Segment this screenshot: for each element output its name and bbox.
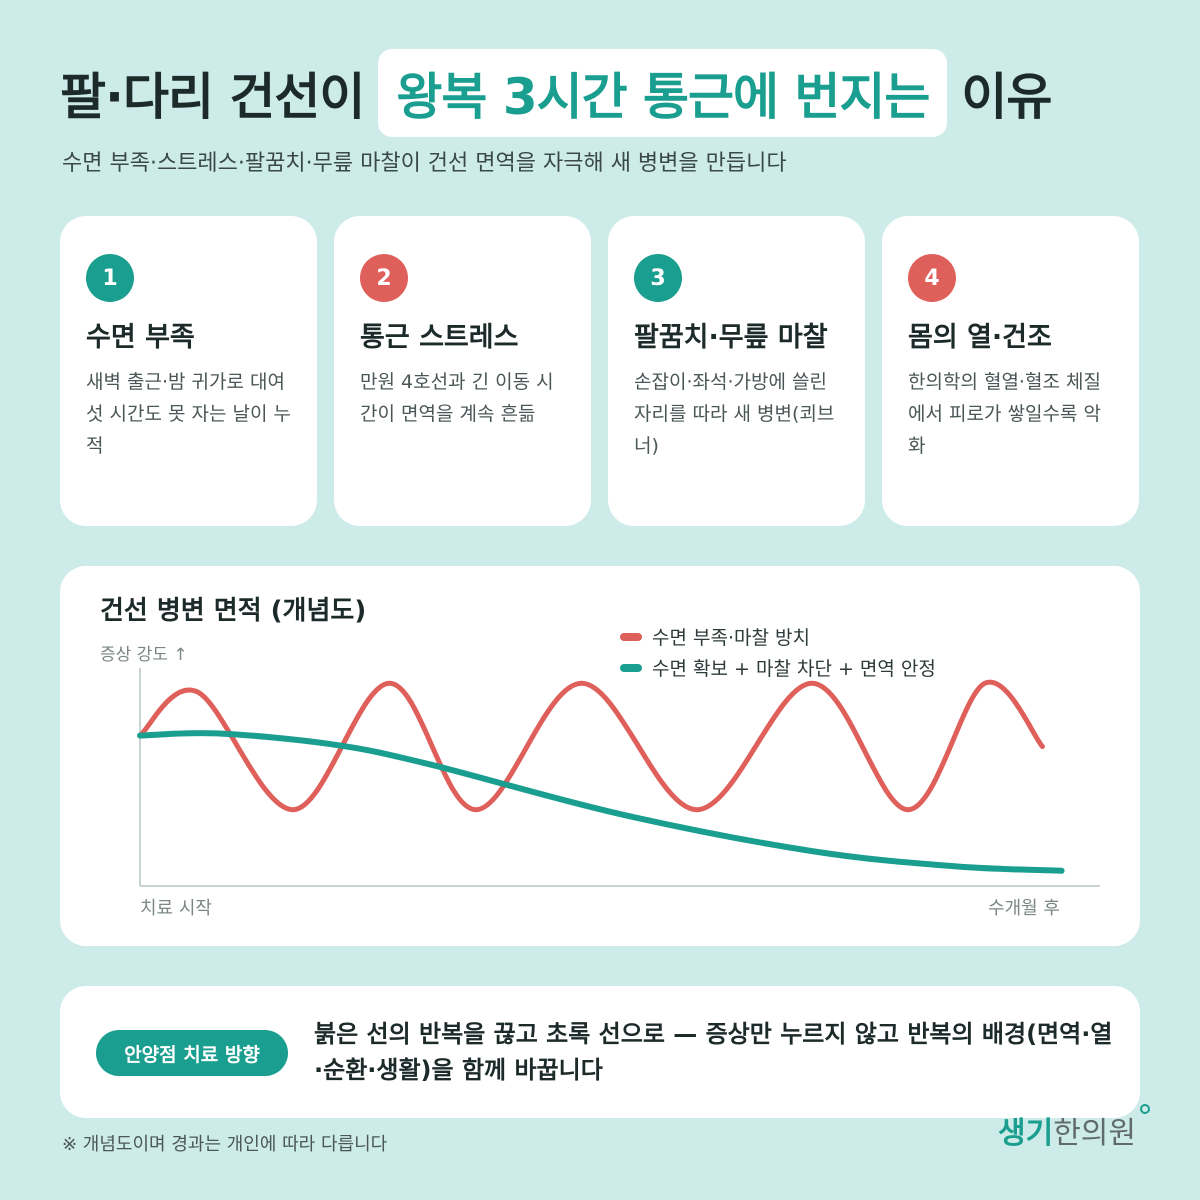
- card-number-badge: 2: [360, 254, 408, 302]
- legend-label-managed: 수면 확보 + 마찰 차단 + 면역 안정: [652, 658, 936, 680]
- title-highlight: 왕복 3시간 통근에 번지는: [378, 49, 948, 137]
- legend-label-neglect: 수면 부족·마찰 방치: [652, 627, 810, 649]
- logo-text-secondary: 한의원: [1053, 1116, 1137, 1151]
- series-line-managed: [137, 730, 1065, 874]
- card-description: 새벽 출근·밤 귀가로 대여섯 시간도 못 자는 날이 누적: [86, 371, 291, 457]
- legend: 수면 부족·마찰 방치 수면 확보 + 마찰 차단 + 면역 안정: [620, 627, 936, 680]
- footnote: ※ 개념도이며 경과는 개인에 따라 다릅니다: [62, 1134, 388, 1155]
- logo-text-primary: 생기: [998, 1116, 1054, 1151]
- page-subtitle: 수면 부족·스트레스·팔꿈치·무릎 마찰이 건선 면역을 자극해 새 병변을 만…: [62, 151, 787, 176]
- series-line-neglect: [137, 679, 1045, 813]
- card-number-badge: 4: [908, 254, 956, 302]
- cause-card-3: 3 팔꿈치·무릎 마찰 손잡이·좌석·가방에 쓸린 자리를 따라 새 병변(쾨브…: [608, 216, 865, 526]
- logo-dot-icon: [1140, 1104, 1151, 1114]
- cause-card-4: 4 몸의 열·건조 한의학의 혈열·혈조 체질에서 피로가 쌓일수록 악화: [882, 216, 1139, 526]
- treatment-summary-text: 붉은 선의 반복을 끊고 초록 선으로 — 증상만 누르지 않고 반복의 배경(…: [314, 1020, 1113, 1084]
- card-title: 팔꿈치·무릎 마찰: [634, 322, 828, 353]
- card-description: 손잡이·좌석·가방에 쓸린 자리를 따라 새 병변(쾨브너): [634, 371, 835, 457]
- cause-card-1: 1 수면 부족 새벽 출근·밤 귀가로 대여섯 시간도 못 자는 날이 누적: [60, 216, 317, 526]
- x-axis-start-label: 치료 시작: [140, 898, 212, 919]
- y-axis-label: 증상 강도 ↑: [100, 645, 188, 665]
- card-title: 수면 부족: [86, 322, 195, 353]
- title-text-after: 이유: [961, 68, 1052, 126]
- card-title: 몸의 열·건조: [908, 322, 1052, 353]
- cause-card-2: 2 통근 스트레스 만원 4호선과 긴 이동 시간이 면역을 계속 흔듦: [334, 216, 591, 526]
- card-description: 만원 4호선과 긴 이동 시간이 면역을 계속 흔듦: [360, 371, 554, 425]
- clinic-direction-badge: 안양점 치료 방향: [96, 1030, 288, 1076]
- card-number-badge: 1: [86, 254, 134, 302]
- treatment-summary-panel: 안양점 치료 방향 붉은 선의 반복을 끊고 초록 선으로 — 증상만 누르지 …: [60, 986, 1140, 1118]
- lesion-area-chart: 증상 강도 ↑ 치료 시작 수개월 후 수면 부족·마찰 방치 수면 확보 + …: [100, 627, 1100, 919]
- page-title: 팔·다리 건선이 왕복 3시간 통근에 번지는 이유: [60, 49, 1150, 137]
- cause-cards: 1 수면 부족 새벽 출근·밤 귀가로 대여섯 시간도 못 자는 날이 누적 2…: [60, 216, 1140, 526]
- chart-title: 건선 병변 면적 (개념도): [100, 596, 367, 626]
- chart-panel: 건선 병변 면적 (개념도) 증상 강도 ↑ 치료 시작 수개월 후 수면 부족…: [60, 566, 1140, 946]
- title-text-before: 팔·다리 건선이: [60, 68, 365, 126]
- card-description: 한의학의 혈열·혈조 체질에서 피로가 쌓일수록 악화: [908, 371, 1101, 457]
- series-group: [137, 679, 1065, 874]
- legend-swatch-neglect: [620, 633, 642, 641]
- clinic-logo: 생기한의원: [998, 1104, 1151, 1152]
- card-number-badge: 3: [634, 254, 682, 302]
- card-title: 통근 스트레스: [360, 322, 519, 353]
- x-axis-end-label: 수개월 후: [988, 898, 1060, 919]
- legend-swatch-managed: [620, 664, 642, 672]
